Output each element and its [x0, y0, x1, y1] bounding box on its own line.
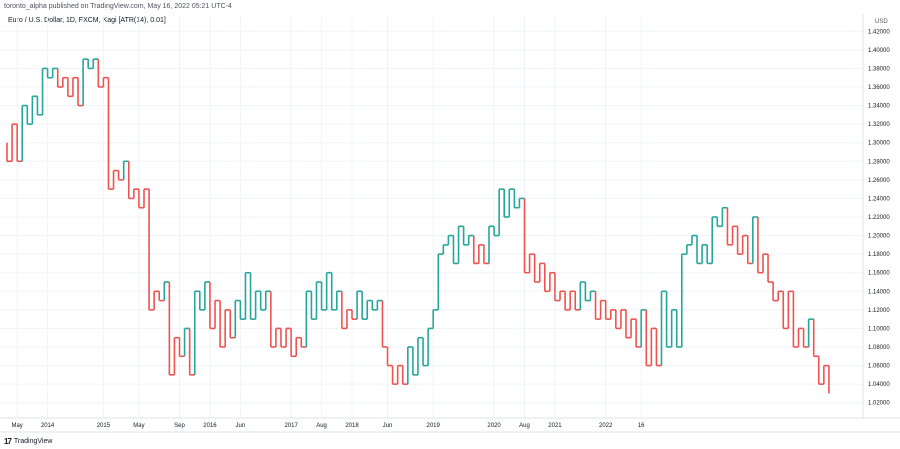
time-tick-label: Aug — [519, 423, 530, 429]
price-tick-label: 1.08000 — [868, 345, 890, 351]
axes — [0, 14, 900, 433]
price-tick-label: 1.34000 — [868, 104, 890, 110]
price-tick-label: 1.14000 — [868, 289, 890, 295]
time-tick-label: 2017 — [284, 423, 298, 429]
time-tick-label: 2019 — [427, 423, 441, 429]
price-tick-label: 1.16000 — [868, 271, 890, 277]
time-tick-label: Sep — [174, 423, 185, 429]
price-tick-label: 1.22000 — [868, 215, 890, 221]
price-tick-label: 1.18000 — [868, 252, 890, 258]
time-axis-labels: May 2014 2015 May Sep 2016 Jun 2017 Aug 2018 Jun 20… — [11, 423, 645, 429]
publish-attribution: toronto_alpha published on TradingView.c… — [4, 3, 232, 10]
price-axis-labels: 1.02000 1.04000 1.06000 1.08000 1.10000 1.120… — [868, 29, 890, 406]
symbol-title: Euro / U.S. Dollar, 1D, FXCM, Kagi [ATR(… — [8, 17, 166, 24]
time-tick-label: Aug — [316, 423, 327, 429]
price-tick-label: 1.10000 — [868, 326, 890, 332]
price-tick-label: 1.26000 — [868, 178, 890, 184]
price-tick-label: 1.30000 — [868, 141, 890, 147]
time-tick-label: May — [133, 423, 144, 429]
time-tick-label: Jun — [383, 423, 393, 429]
tradingview-brand[interactable]: 17 TradingView — [4, 437, 52, 446]
time-tick-label: 2016 — [203, 423, 217, 429]
price-tick-label: 1.06000 — [868, 364, 890, 370]
grid-lines — [0, 14, 863, 418]
price-tick-label: 1.36000 — [868, 85, 890, 91]
price-tick-label: 1.38000 — [868, 66, 890, 72]
time-tick-label: 2022 — [599, 423, 613, 429]
price-tick-label: 1.04000 — [868, 382, 890, 388]
price-tick-label: 1.42000 — [868, 29, 890, 35]
time-tick-label: 2020 — [487, 423, 501, 429]
time-tick-label: Jun — [236, 423, 246, 429]
kagi-series — [6, 58, 830, 394]
price-tick-label: 1.40000 — [868, 48, 890, 54]
time-tick-label: 16 — [638, 423, 645, 429]
price-tick-label: 1.24000 — [868, 196, 890, 202]
time-tick-label: 2021 — [548, 423, 562, 429]
tradingview-logo-icon: 17 — [4, 437, 12, 446]
price-tick-label: 1.20000 — [868, 234, 890, 240]
time-tick-label: May — [11, 423, 22, 429]
time-tick-label: 2018 — [345, 423, 359, 429]
price-tick-label: 1.28000 — [868, 159, 890, 165]
price-tick-label: 1.12000 — [868, 308, 890, 314]
brand-name: TradingView — [13, 438, 53, 445]
time-tick-label: 2014 — [41, 423, 55, 429]
price-tick-label: 1.32000 — [868, 122, 890, 128]
price-tick-label: 1.02000 — [868, 401, 890, 407]
time-tick-label: 2015 — [97, 423, 111, 429]
currency-label: USD — [875, 19, 888, 25]
